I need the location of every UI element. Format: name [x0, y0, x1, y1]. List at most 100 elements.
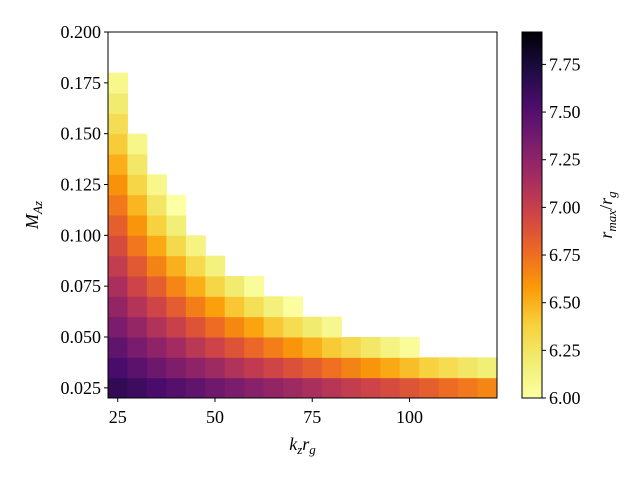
- colorbar: [521, 31, 543, 399]
- heatmap-cell: [185, 377, 206, 399]
- heatmap-cell: [108, 235, 128, 257]
- x-tick-label: 25: [109, 407, 127, 427]
- heatmap-cell: [438, 357, 459, 379]
- heatmap-cell: [380, 357, 401, 379]
- heatmap-cell: [166, 215, 187, 236]
- heatmap-cell: [360, 357, 381, 379]
- heatmap-cell: [224, 316, 245, 338]
- y-tick-label: 0.025: [61, 378, 102, 398]
- heatmap-cell: [108, 377, 128, 399]
- heatmap-cell: [146, 235, 167, 257]
- heatmap-cell: [166, 276, 187, 297]
- heatmap-cell: [127, 337, 148, 358]
- heatmap-cell: [127, 174, 148, 196]
- heatmap-cell: [146, 215, 167, 236]
- heatmap-cell: [185, 357, 206, 379]
- heatmap-cell: [224, 337, 245, 358]
- heatmap-cell: [205, 255, 226, 277]
- heatmap-cell: [321, 337, 342, 358]
- heatmap-cell: [166, 235, 187, 257]
- heatmap-cell: [263, 316, 284, 338]
- heatmap-cell: [283, 377, 303, 399]
- y-axis-label: MAz: [22, 201, 45, 230]
- heatmap-cell: [108, 316, 128, 338]
- x-axis-label-part: k: [289, 434, 298, 454]
- heatmap-cell: [108, 357, 128, 379]
- heatmap-cell: [477, 377, 498, 399]
- heatmap-cell: [399, 357, 420, 379]
- heatmap-cell: [244, 276, 265, 297]
- heatmap-cell: [146, 337, 167, 358]
- colorbar-tick-label: 7.25: [549, 150, 581, 170]
- heatmap-cell: [108, 72, 128, 94]
- heatmap-cell: [458, 377, 479, 399]
- heatmap-cell: [127, 377, 148, 399]
- heatmap-cell: [283, 316, 303, 338]
- heatmap-cell: [244, 377, 265, 399]
- heatmap-cell: [166, 357, 187, 379]
- heatmap-cell: [108, 215, 128, 236]
- y-tick-label: 0.125: [61, 175, 102, 195]
- heatmap-cell: [224, 357, 245, 379]
- colorbar-tick-label: 6.75: [549, 245, 581, 265]
- heatmap-cell: [399, 377, 420, 399]
- heatmap-cell: [263, 337, 284, 358]
- heatmap-cell: [458, 357, 479, 379]
- plot-frame: [107, 31, 498, 399]
- heatmap-cell: [477, 357, 498, 379]
- heatmap-cell: [127, 215, 148, 236]
- heatmap-cell: [205, 316, 226, 338]
- heatmap-cell: [341, 357, 362, 379]
- y-tick-label: 0.075: [61, 276, 102, 296]
- heatmap-cell: [166, 377, 187, 399]
- heatmap-cell: [185, 276, 206, 297]
- heatmap-cell: [108, 113, 128, 135]
- colorbar-label-sub: g: [604, 191, 619, 198]
- heatmap-cell: [127, 194, 148, 216]
- colorbar-tick-label: 6.50: [549, 293, 581, 313]
- heatmap-cell: [146, 316, 167, 338]
- heatmap-cell: [341, 337, 362, 358]
- colorbar-label-sub: max: [604, 210, 619, 232]
- heatmap-cell: [224, 296, 245, 318]
- heatmap-cell: [127, 357, 148, 379]
- colorbar-tick-label: 7.50: [549, 102, 581, 122]
- heatmap-cell: [146, 296, 167, 318]
- heatmap-cell: [146, 377, 167, 399]
- heatmap-cell: [108, 296, 128, 318]
- x-axis-label-sub: g: [309, 442, 316, 457]
- heatmap-cell: [224, 276, 245, 297]
- heatmap-cell: [360, 377, 381, 399]
- colorbar-label-part: /: [596, 205, 616, 210]
- heatmap-cell: [419, 377, 440, 399]
- heatmap-cell: [185, 296, 206, 318]
- heatmap-cell: [146, 276, 167, 297]
- heatmap-cell: [283, 337, 303, 358]
- heatmap-cell: [205, 296, 226, 318]
- heatmap-cell: [108, 93, 128, 114]
- heatmap-cell: [341, 377, 362, 399]
- y-tick-label: 0.050: [61, 327, 102, 347]
- heatmap-cell: [166, 255, 187, 277]
- heatmap-cell: [185, 255, 206, 277]
- heatmap-cell: [263, 357, 284, 379]
- x-axis-label-part: r: [302, 434, 310, 454]
- heatmap-cell: [205, 276, 226, 297]
- heatmap-cell: [302, 357, 323, 379]
- heatmap-cell: [108, 133, 128, 155]
- heatmap-cell: [127, 276, 148, 297]
- heatmap-cell: [166, 316, 187, 338]
- heatmap-cell: [399, 337, 420, 358]
- heatmap-cell: [205, 337, 226, 358]
- heatmap-cell: [244, 357, 265, 379]
- colorbar-tick-label: 6.25: [549, 340, 581, 360]
- heatmap-cell: [302, 337, 323, 358]
- y-tick-label: 0.100: [61, 225, 102, 245]
- y-axis-label-part: M: [22, 213, 42, 230]
- heatmap-cell: [166, 194, 187, 216]
- heatmap-cell: [263, 296, 284, 318]
- heatmap-cell: [108, 174, 128, 196]
- heatmap-cell: [108, 255, 128, 277]
- heatmap-cell: [146, 194, 167, 216]
- heatmap-cell: [127, 235, 148, 257]
